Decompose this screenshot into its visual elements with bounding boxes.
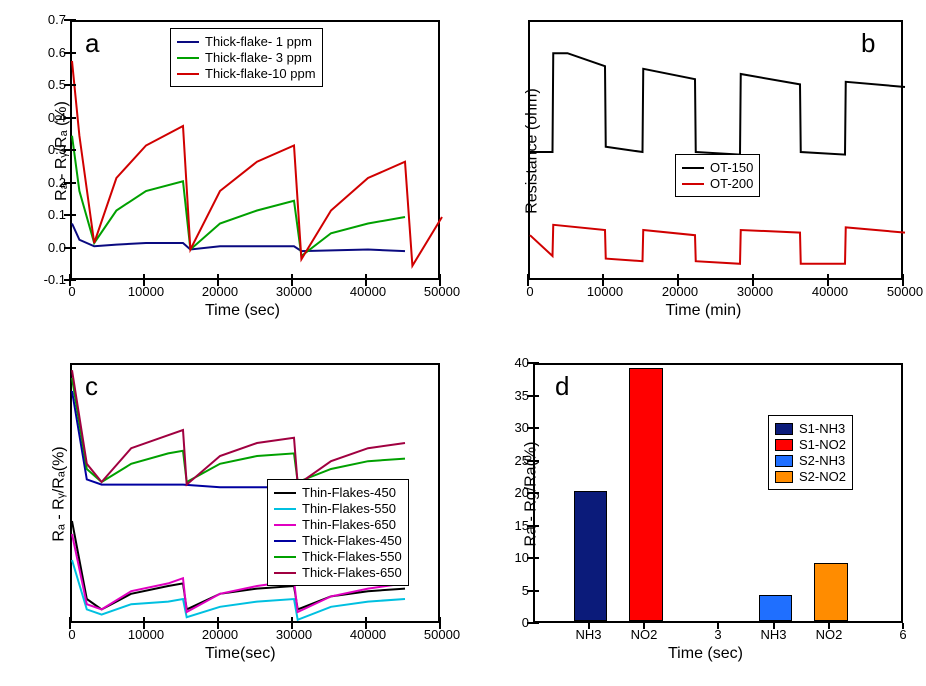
xtick: 20000 [660,284,700,299]
xtick: 3 [698,627,738,642]
ytick: 30 [501,420,529,435]
xtick: NH3 [569,627,609,642]
xtick: 30000 [735,284,775,299]
series-line [530,225,905,264]
xtick: NO2 [624,627,664,642]
ytick: 0 [501,615,529,630]
xtick: 40000 [348,284,388,299]
legend-label: S2-NH3 [799,453,845,468]
series-line [72,378,405,482]
xtick: 20000 [200,284,240,299]
bar [574,491,608,621]
legend: Thin-Flakes-450Thin-Flakes-550Thin-Flake… [267,479,409,586]
legend: S1-NH3S1-NO2S2-NH3S2-NO2 [768,415,853,490]
xtick: 20000 [200,627,240,642]
panel-d: d 0510152025303540NH3NO23NH3NO26Time (se… [463,343,926,686]
series-line [530,53,905,154]
xtick: 10000 [126,284,166,299]
xtick: 50000 [422,627,462,642]
ytick: 40 [501,355,529,370]
plot-b [528,20,903,280]
ytick: 0.1 [30,207,66,222]
ytick: 0.7 [30,12,66,27]
xtick: 40000 [348,627,388,642]
ylabel: Rₐ - Rᵧ/Rₐ (%) [53,101,71,201]
xtick: 0 [52,627,92,642]
ylabel: Ra - Rg/Ra(%) [522,442,540,547]
xlabel: Time (min) [666,302,742,320]
legend-label: S2-NO2 [799,469,846,484]
series-line [72,61,442,266]
panel-letter-d: d [555,371,569,402]
legend: Thick-flake- 1 ppmThick-flake- 3 ppmThic… [170,28,323,87]
panel-a: a 01000020000300004000050000-0.10.00.10.… [0,0,463,343]
ytick: 35 [501,388,529,403]
legend-label: Thick-Flakes-650 [302,565,402,580]
bar [629,368,663,622]
panel-letter-c: c [85,371,98,402]
legend-label: Thick-flake-10 ppm [205,66,316,81]
plot-d [533,363,903,623]
legend-label: Thin-Flakes-450 [302,485,396,500]
series-line [72,370,405,484]
xtick: 10000 [126,627,166,642]
ytick: -0.1 [30,272,66,287]
ylabel: Resistance (ohm) [524,88,542,213]
legend-label: Thick-flake- 3 ppm [205,50,312,65]
xtick: 6 [883,627,923,642]
legend-label: OT-200 [710,176,753,191]
figure-grid: a 0 10000 20000 30000 40000 50000 -0.1 0.0 0.1 0.… [0,0,926,686]
panel-letter-a: a [85,28,99,59]
legend-label: Thin-Flakes-550 [302,501,396,516]
ytick: 0.6 [30,45,66,60]
panel-c: c 0 10000 20000 30000 40000 50000 Time(sec) Rₐ … [0,343,463,686]
panel-b: b 0 10000 20000 30000 40000 50000 Time (min) Re… [463,0,926,343]
legend: OT-150OT-200 [675,154,760,197]
xtick: NH3 [754,627,794,642]
ylabel: Rₐ - Rᵧ/Rₐ(%) [51,446,69,541]
panel-letter-b: b [861,28,875,59]
xtick: 50000 [885,284,925,299]
legend-label: OT-150 [710,160,753,175]
ytick: 0.0 [30,240,66,255]
legend-label: Thick-Flakes-450 [302,533,402,548]
xtick: NO2 [809,627,849,642]
xtick: 30000 [274,627,314,642]
legend-label: S1-NH3 [799,421,845,436]
xtick: 10000 [585,284,625,299]
xtick: 0 [510,284,550,299]
legend-label: Thin-Flakes-650 [302,517,396,532]
legend-label: Thick-Flakes-550 [302,549,402,564]
ytick: 10 [501,550,529,565]
ytick: 5 [501,583,529,598]
xtick: 30000 [274,284,314,299]
xtick: 50000 [422,284,462,299]
xlabel: Time(sec) [205,645,276,663]
series-line [72,391,405,490]
xtick: 40000 [810,284,850,299]
bar [814,563,848,622]
legend-label: S1-NO2 [799,437,846,452]
legend-label: Thick-flake- 1 ppm [205,34,312,49]
bar [759,595,793,621]
xlabel: Time (sec) [668,645,743,663]
series-line [72,136,405,256]
xlabel: Time (sec) [205,302,280,320]
ytick: 0.5 [30,77,66,92]
